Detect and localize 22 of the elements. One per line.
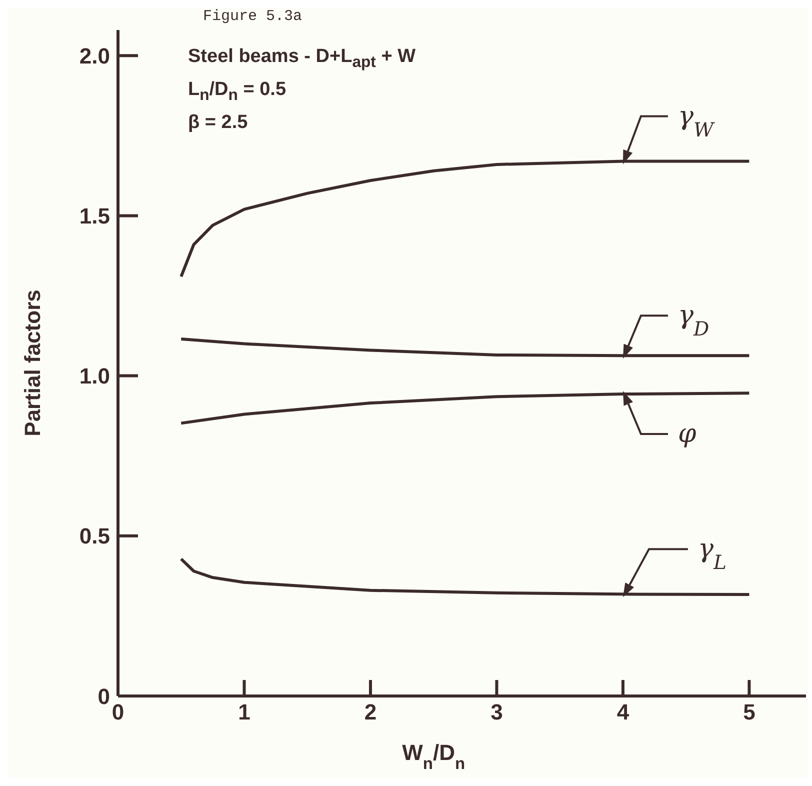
y-tick-label: 2.0 bbox=[79, 43, 110, 68]
annotation: L$_{n}$/D$_{n}$ = 0.5 bbox=[188, 79, 286, 105]
legend-label: γ$_{D}$ bbox=[678, 300, 710, 340]
y-tick-label: 0 bbox=[98, 684, 110, 709]
x-tick-label: 5 bbox=[743, 700, 756, 725]
x-axis-title: W$_{n}$/D$_{n}$ bbox=[402, 740, 466, 773]
y-tick-label: 1.5 bbox=[79, 204, 110, 229]
line-series bbox=[180, 392, 751, 425]
y-tick-label: 1.0 bbox=[79, 364, 110, 389]
chart-title: Figure 5.3a bbox=[203, 8, 302, 25]
x-tick-label: 1 bbox=[238, 700, 250, 725]
legend-label: φ bbox=[678, 419, 697, 450]
x-tick-label: 3 bbox=[490, 700, 503, 725]
annotation: β = 2.5 bbox=[188, 112, 248, 134]
x-tick-label: 2 bbox=[364, 700, 377, 725]
legend-label: γ$_{L}$ bbox=[698, 534, 726, 574]
annotation: Steel beams - D+L$_{apt}$ + W bbox=[188, 46, 416, 72]
y-tick-label: 0.5 bbox=[79, 524, 110, 549]
legend-label: γ$_{W}$ bbox=[678, 101, 716, 141]
line-series bbox=[180, 337, 751, 358]
x-tick-label: 4 bbox=[616, 700, 630, 725]
y-axis-title: Partial factors bbox=[20, 290, 45, 436]
